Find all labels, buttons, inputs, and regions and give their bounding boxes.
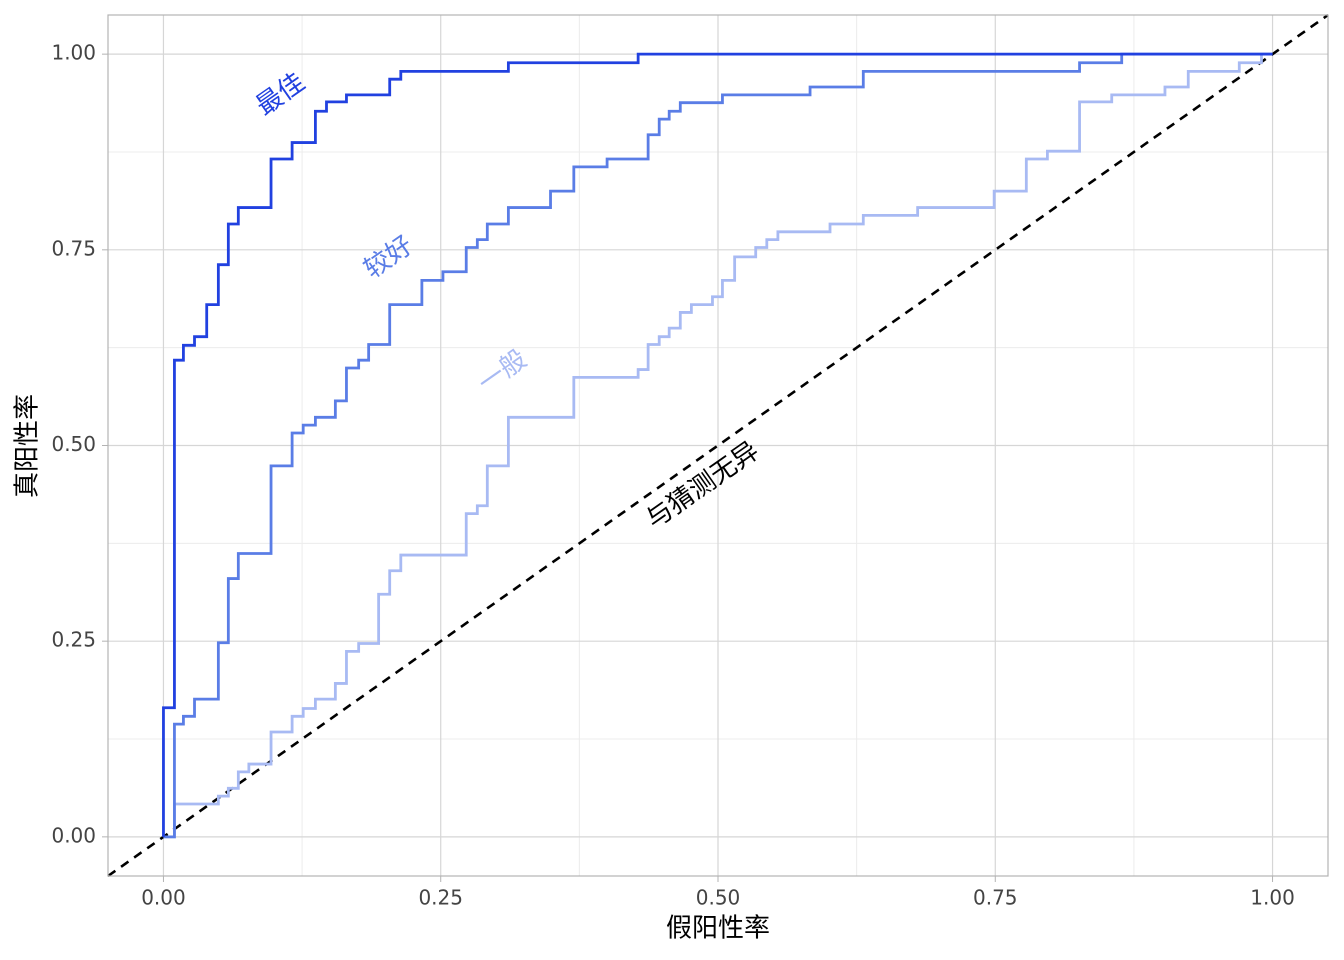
- y-tick-label: 0.00: [51, 823, 96, 847]
- x-tick-label: 0.25: [418, 886, 463, 910]
- x-axis-title: 假阳性率: [666, 914, 770, 944]
- roc-curve: [163, 52, 1273, 839]
- reference-line: [107, 13, 1329, 878]
- y-axis-title: 真阳性率: [13, 394, 43, 498]
- x-tick-label: 0.75: [973, 886, 1018, 910]
- y-tick-label: 0.50: [51, 432, 96, 456]
- roc-curve: [162, 52, 1273, 837]
- plot-marks: [107, 13, 1329, 878]
- y-tick-label: 0.75: [51, 236, 96, 260]
- y-tick-label: 1.00: [51, 41, 96, 65]
- x-tick-label: 0.50: [696, 886, 741, 910]
- x-tick-label: 0.00: [141, 886, 186, 910]
- x-tick-label: 1.00: [1250, 886, 1295, 910]
- roc-curve: [163, 52, 1273, 839]
- y-tick-label: 0.25: [51, 628, 96, 652]
